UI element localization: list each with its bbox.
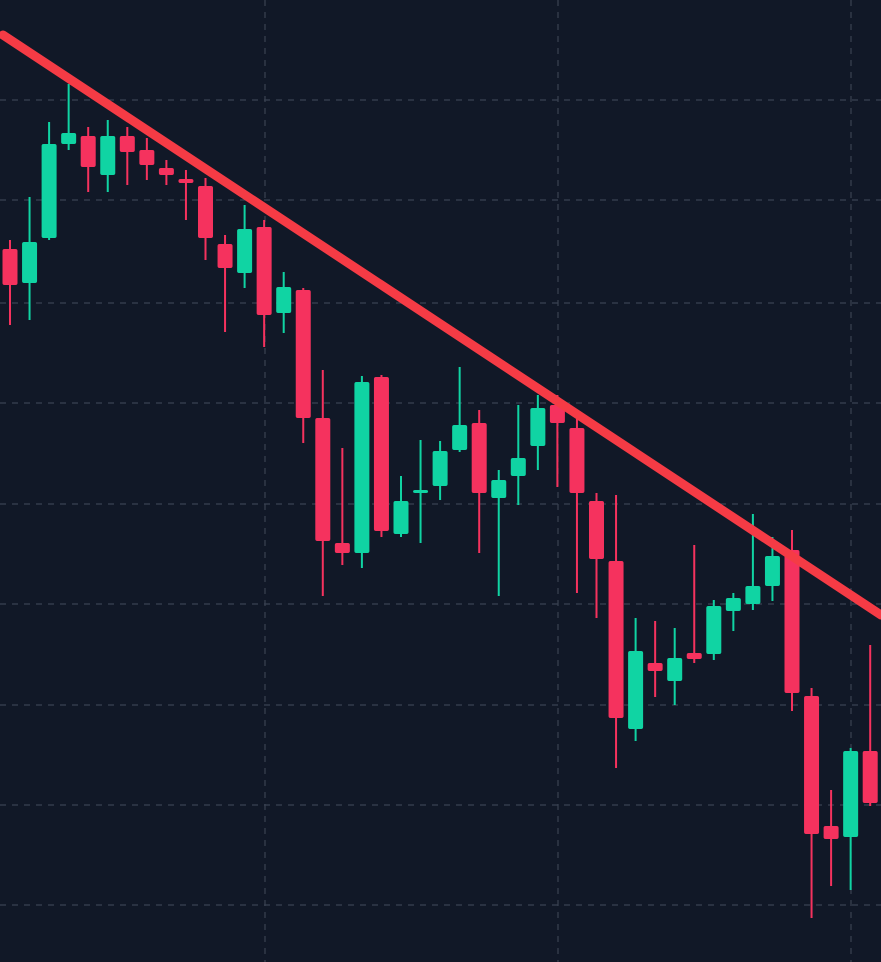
candle-body	[158, 168, 174, 175]
candle-body	[764, 556, 780, 586]
candle-body	[276, 287, 292, 313]
candle-body	[452, 425, 468, 450]
candle-body	[295, 290, 311, 418]
candle-body	[354, 382, 370, 553]
candle-body	[80, 136, 96, 167]
candle-body	[471, 423, 487, 493]
candle-body	[315, 418, 331, 541]
candle-body	[530, 408, 546, 446]
candle-body	[217, 244, 233, 268]
trend-line	[0, 30, 881, 620]
candle-body	[823, 826, 839, 839]
candle-body	[843, 751, 859, 837]
candle-body	[784, 550, 800, 693]
candle-body	[510, 458, 526, 476]
candle-body	[2, 249, 18, 285]
candle-body	[256, 227, 272, 315]
candle-body	[667, 658, 683, 681]
candle-body	[706, 606, 722, 654]
candle-body	[589, 501, 604, 559]
candle-body	[569, 428, 585, 493]
candle-body	[862, 751, 878, 803]
candle-body	[119, 136, 135, 152]
candle-body	[647, 663, 663, 671]
candle-body	[22, 242, 38, 283]
candle-body	[139, 150, 155, 165]
candle-body	[237, 229, 253, 273]
candle-body	[413, 490, 429, 493]
candle-body	[41, 144, 57, 238]
candle-body	[804, 696, 820, 834]
candle-body	[334, 543, 350, 553]
candle-body	[608, 561, 624, 718]
candle-body	[393, 501, 409, 534]
candle-body	[373, 377, 389, 531]
candle-body	[628, 651, 644, 729]
candle-body	[686, 653, 702, 659]
candle-body	[178, 179, 194, 183]
candle-body	[491, 480, 507, 498]
candles	[2, 84, 878, 918]
candle-body	[61, 133, 77, 144]
candle-body	[100, 136, 116, 175]
candle-body	[432, 451, 448, 486]
candle-body	[198, 186, 213, 238]
candle-body	[745, 586, 761, 604]
candle-body	[725, 598, 741, 611]
candle-body	[549, 405, 565, 423]
horizontal-grid	[0, 99, 881, 906]
